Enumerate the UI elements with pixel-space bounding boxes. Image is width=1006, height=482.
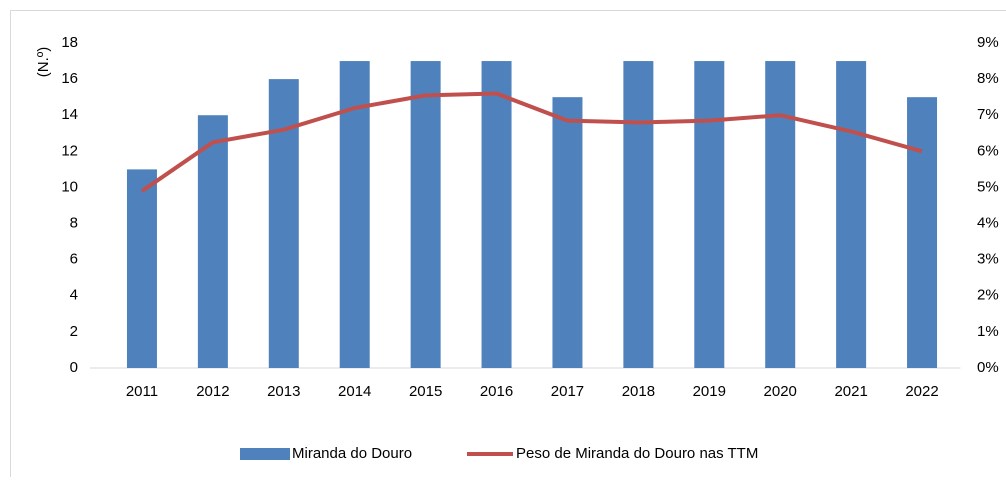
bar [127,169,157,368]
bar [907,97,937,368]
y-tick-label: 16 [61,70,78,87]
x-tick-label: 2011 [126,383,158,400]
y-tick-label: 8 [70,215,78,232]
y-axis-label: (N.º) [35,47,52,77]
bar [269,79,299,368]
y2-tick-label: 7% [977,106,999,123]
bar [765,61,795,368]
y2-tick-label: 8% [977,70,999,87]
y-tick-label: 0 [70,359,78,376]
y-tick-label: 18 [61,34,78,51]
x-tick-label: 2017 [551,383,584,400]
y-tick-label: 2 [70,323,78,340]
x-tick-label: 2020 [764,383,797,400]
y2-tick-label: 6% [977,142,999,159]
line [142,94,922,192]
legend-swatch [240,448,290,460]
y-tick-label: 14 [61,106,78,123]
legend-label: Peso de Miranda do Douro nas TTM [516,445,758,462]
bar [836,61,866,368]
y-tick-label: 6 [70,251,78,268]
y2-tick-label: 4% [977,215,999,232]
x-tick-label: 2014 [338,383,371,400]
x-tick-label: 2021 [834,383,867,400]
x-tick-label: 2013 [267,383,300,400]
y2-tick-label: 5% [977,178,999,195]
x-tick-label: 2012 [196,383,229,400]
y-tick-label: 4 [70,287,78,304]
x-tick-label: 2019 [693,383,726,400]
bar [482,61,512,368]
y2-tick-label: 0% [977,359,999,376]
legend-label: Miranda do Douro [292,445,412,462]
y2-tick-label: 2% [977,287,999,304]
y2-tick-label: 3% [977,251,999,268]
y-tick-label: 12 [61,142,78,159]
x-tick-label: 2016 [480,383,513,400]
bar [552,97,582,368]
y2-tick-label: 1% [977,323,999,340]
y-tick-label: 10 [61,178,78,195]
x-tick-label: 2018 [622,383,655,400]
bar [198,115,228,368]
x-tick-label: 2022 [905,383,938,400]
bar [411,61,441,368]
bar [623,61,653,368]
bar [694,61,724,368]
y2-tick-label: 9% [977,34,999,51]
x-tick-label: 2015 [409,383,442,400]
